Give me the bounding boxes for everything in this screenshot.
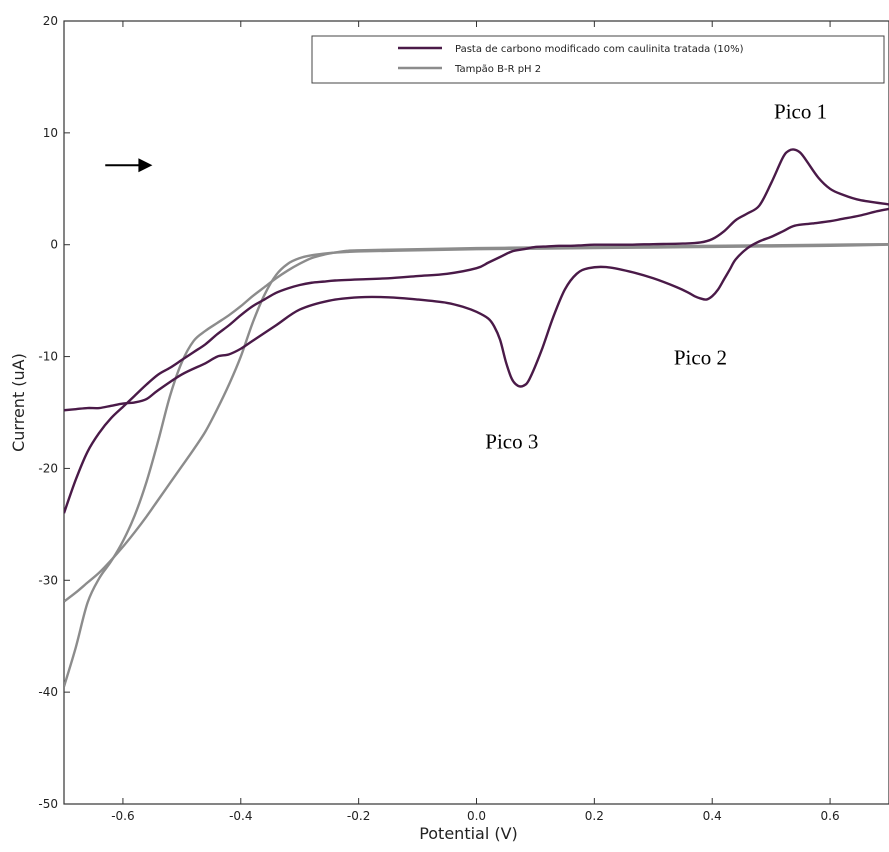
series-line-segment (64, 207, 889, 412)
x-axis-title: Potential (V) (419, 824, 518, 843)
plot-frame (63, 20, 889, 805)
series-modified-electrode (64, 148, 889, 514)
x-tick-label: 0.4 (703, 809, 722, 823)
scan-direction-arrow-head (138, 158, 153, 173)
y-tick-label: -40 (38, 685, 58, 699)
x-tick-label: -0.2 (347, 809, 370, 823)
x-tick-label: -0.6 (111, 809, 134, 823)
x-tick-label: 0.6 (821, 809, 840, 823)
y-axis-title: Current (uA) (9, 353, 28, 452)
y-tick-label: -30 (38, 573, 58, 587)
series-buffer-blank (64, 242, 889, 687)
y-tick-label: -10 (38, 350, 58, 364)
y-tick-label: 10 (43, 126, 58, 140)
legend-label: Tampão B-R pH 2 (454, 64, 541, 75)
y-tick-label: 0 (50, 238, 58, 252)
x-tick-label: 0.2 (585, 809, 604, 823)
legend-box (311, 35, 885, 84)
x-tick-label: 0.0 (467, 809, 486, 823)
peak-annotation: Pico 1 (774, 99, 827, 123)
legend-label: Pasta de carbono modificado com caulinit… (455, 44, 744, 55)
y-tick-label: 20 (43, 14, 58, 28)
peak-annotation: Pico 3 (485, 429, 538, 453)
series-line-segment (64, 243, 889, 603)
peak-annotation: Pico 2 (674, 345, 727, 369)
y-tick-label: -20 (38, 461, 58, 475)
x-tick-label: -0.4 (229, 809, 252, 823)
y-tick-label: -50 (38, 797, 58, 811)
series-line-segment (64, 148, 889, 514)
